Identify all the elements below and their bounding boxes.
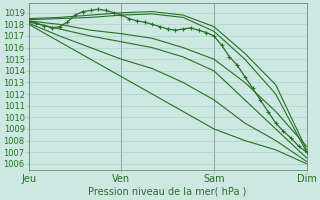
X-axis label: Pression niveau de la mer( hPa ): Pression niveau de la mer( hPa )	[89, 187, 247, 197]
